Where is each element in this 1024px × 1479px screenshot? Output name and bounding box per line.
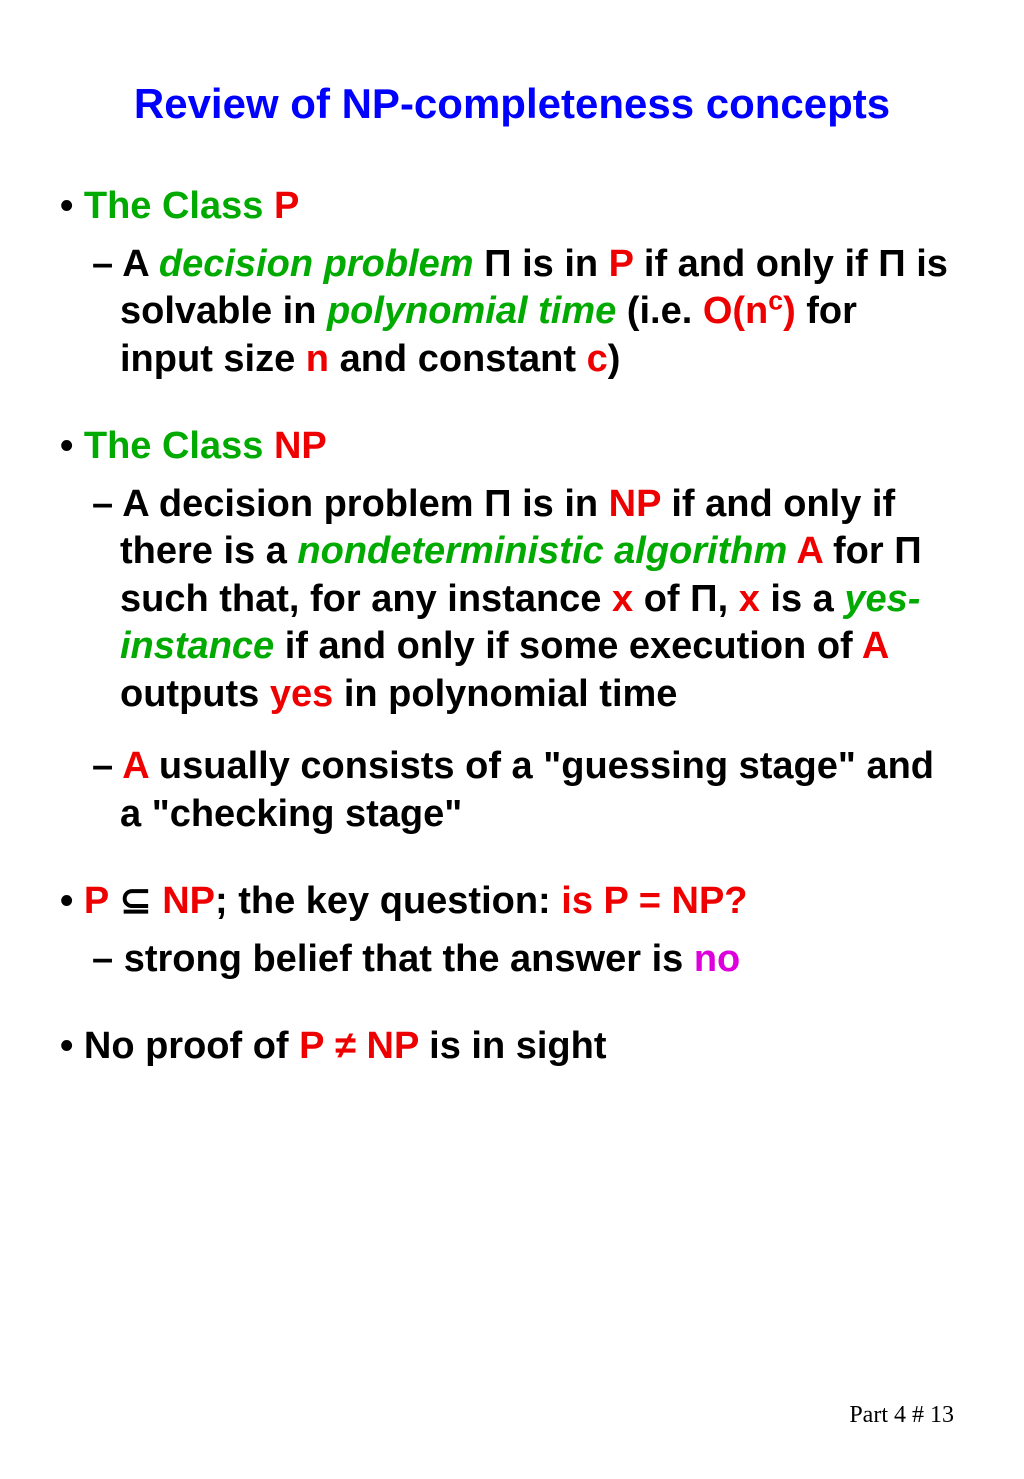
text: if and only if some execution of: [274, 625, 862, 667]
text: if and only if: [633, 243, 878, 285]
text: ): [608, 338, 621, 380]
x-symbol: x: [612, 578, 633, 620]
text: ; the key question:: [215, 880, 561, 922]
text: ,: [718, 578, 739, 620]
class-np-symbol: NP: [274, 425, 327, 467]
slide-page: Review of NP-completeness concepts • The…: [0, 0, 1024, 1071]
neq-symbol: ≠: [325, 1025, 367, 1067]
text: No proof of: [84, 1025, 299, 1067]
a-symbol: A: [862, 625, 888, 667]
class-np-block: • The Class NP – A decision problem Π is…: [55, 423, 969, 838]
no-proof-block: • No proof of P ≠ NP is in sight: [55, 1023, 969, 1071]
bullet-icon: •: [60, 1025, 73, 1067]
p-subset-np-line: • P ⊆ NP; the key question: is P = NP?: [60, 878, 969, 926]
nondeterministic-algorithm: nondeterministic algorithm: [297, 530, 787, 572]
np-symbol: NP: [367, 1025, 419, 1067]
subset-symbol: ⊆: [109, 880, 162, 922]
decision-problem: decision problem: [159, 243, 484, 285]
pi-symbol: Π: [878, 243, 905, 285]
bullet-icon: •: [60, 425, 73, 467]
class-np-definition: – A decision problem Π is in NP if and o…: [120, 481, 969, 719]
text: is in: [512, 243, 609, 285]
text: in polynomial time: [333, 673, 677, 715]
class-p-block: • The Class P – A decision problem Π is …: [55, 183, 969, 383]
text: (i.e.: [616, 290, 703, 332]
pi-symbol: Π: [484, 243, 511, 285]
text: such that, for any instance: [120, 578, 612, 620]
page-footer: Part 4 # 13: [849, 1402, 954, 1429]
no-answer: no: [694, 938, 740, 980]
dash-icon: –: [92, 938, 113, 980]
text: is in sight: [419, 1025, 607, 1067]
pi-symbol: Π: [894, 530, 921, 572]
a-symbol: A: [796, 530, 822, 572]
no-proof-line: • No proof of P ≠ NP is in sight: [60, 1023, 969, 1071]
text: is in: [512, 483, 609, 525]
dash-icon: –: [92, 745, 113, 787]
dash-icon: –: [92, 483, 113, 525]
c-symbol: c: [587, 338, 608, 380]
pi-symbol: Π: [484, 483, 511, 525]
p-eq-np-question: is P = NP?: [561, 880, 747, 922]
dash-icon: –: [92, 243, 113, 285]
text: A: [122, 243, 159, 285]
o-notation: O(nc): [703, 290, 796, 332]
p-subset-np-block: • P ⊆ NP; the key question: is P = NP? –…: [55, 878, 969, 983]
pi-symbol: Π: [690, 578, 717, 620]
yes-symbol: yes: [270, 673, 333, 715]
text: strong belief that the answer is: [124, 938, 694, 980]
class-p-symbol: P: [274, 185, 299, 227]
heading-text: The Class: [84, 425, 274, 467]
p-symbol: P: [299, 1025, 324, 1067]
text: outputs: [120, 673, 270, 715]
n-symbol: n: [306, 338, 329, 380]
p-symbol: P: [84, 880, 109, 922]
class-p-heading: • The Class P: [60, 183, 969, 231]
heading-text: The Class: [84, 185, 274, 227]
text: A decision problem: [122, 483, 484, 525]
class-p-definition: – A decision problem Π is in P if and on…: [120, 241, 969, 384]
text: usually consists of a "guessing stage" a…: [120, 745, 934, 835]
bullet-icon: •: [60, 185, 73, 227]
class-np-guessing: – A usually consists of a "guessing stag…: [120, 743, 969, 838]
text: is a: [760, 578, 845, 620]
x-symbol: x: [739, 578, 760, 620]
a-symbol: A: [122, 745, 148, 787]
p-symbol: P: [609, 243, 634, 285]
np-symbol: NP: [609, 483, 661, 525]
text: and constant: [329, 338, 587, 380]
text: for: [822, 530, 894, 572]
strong-belief-line: – strong belief that the answer is no: [120, 936, 969, 984]
slide-title: Review of NP-completeness concepts: [55, 80, 969, 128]
np-symbol: NP: [162, 880, 215, 922]
text: of: [633, 578, 690, 620]
class-np-heading: • The Class NP: [60, 423, 969, 471]
polynomial-time: polynomial time: [327, 290, 616, 332]
bullet-icon: •: [60, 880, 73, 922]
